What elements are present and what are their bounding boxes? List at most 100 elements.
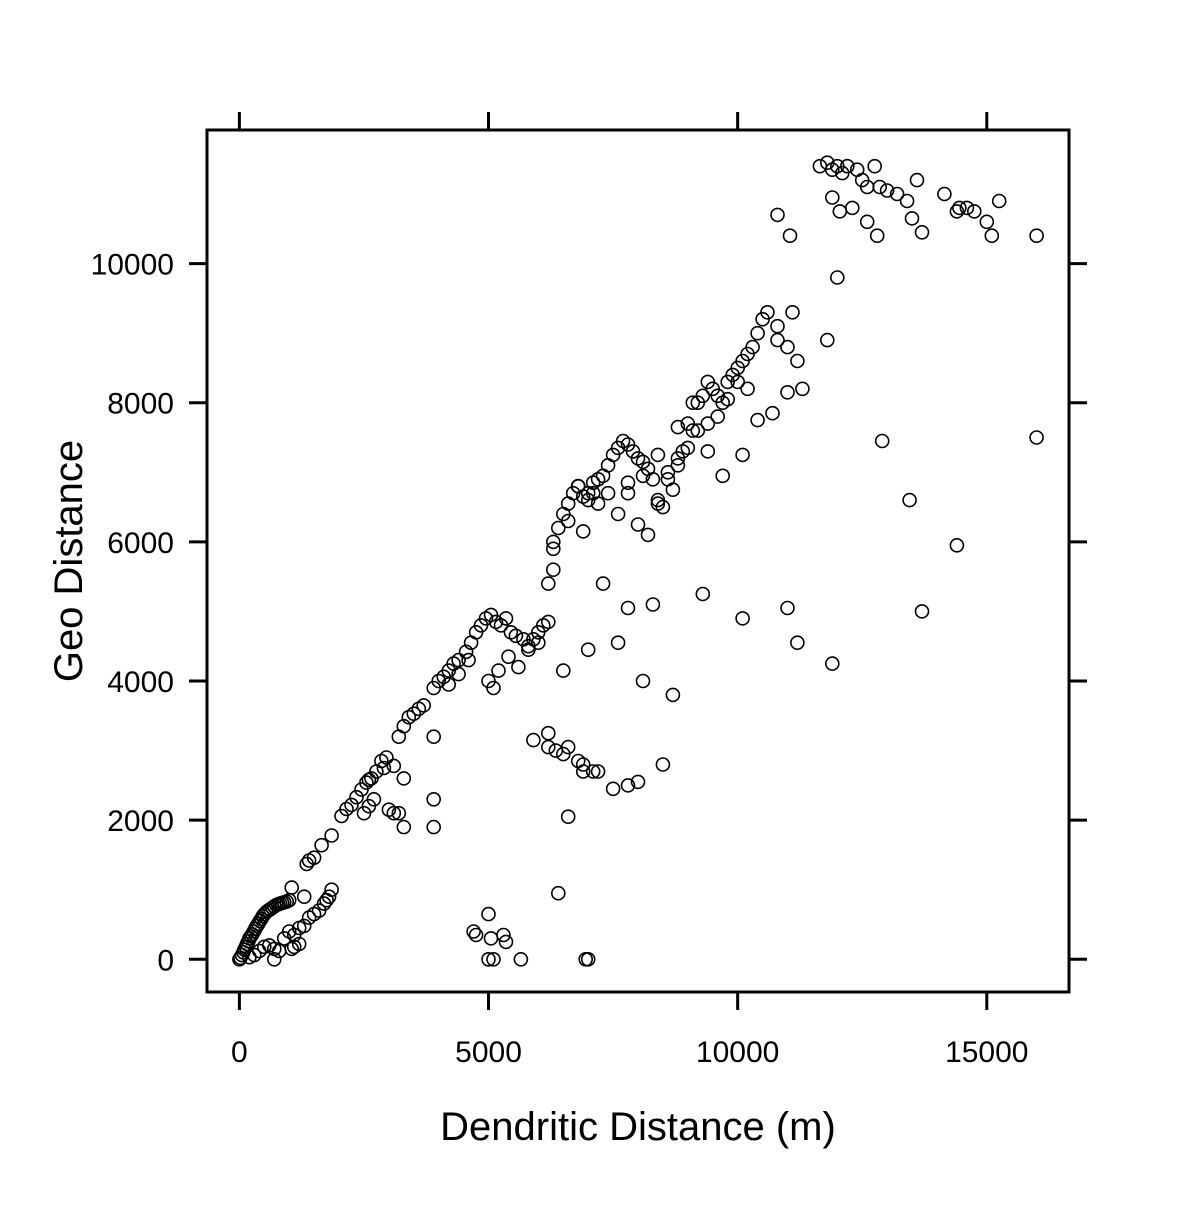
data-point bbox=[949, 204, 965, 219]
data-point bbox=[902, 492, 917, 508]
data-point bbox=[780, 339, 795, 355]
data-point bbox=[765, 405, 780, 421]
data-point bbox=[560, 513, 576, 529]
data-point bbox=[513, 951, 529, 967]
data-point bbox=[545, 541, 561, 557]
data-point bbox=[700, 444, 716, 459]
data-point bbox=[630, 774, 646, 790]
data-point bbox=[715, 468, 731, 484]
data-point bbox=[874, 433, 890, 449]
data-point bbox=[396, 819, 412, 835]
data-point bbox=[396, 771, 412, 786]
data-point bbox=[483, 931, 499, 946]
data-point bbox=[650, 496, 666, 511]
data-point bbox=[291, 920, 307, 936]
data-point bbox=[780, 600, 795, 616]
data-point bbox=[735, 447, 750, 463]
data-point bbox=[580, 642, 596, 658]
data-point bbox=[790, 353, 805, 369]
data-point bbox=[824, 656, 840, 671]
data-point bbox=[685, 395, 701, 411]
data-point bbox=[680, 440, 696, 456]
data-point bbox=[560, 739, 576, 755]
data-point bbox=[645, 597, 661, 612]
data-point bbox=[914, 604, 930, 619]
y-tick-label: 6000 bbox=[107, 527, 174, 560]
data-point bbox=[695, 388, 711, 404]
data-point bbox=[600, 485, 616, 501]
y-tick-label: 2000 bbox=[107, 805, 174, 838]
data-point bbox=[839, 158, 855, 174]
data-point bbox=[560, 809, 576, 825]
x-tick-label: 0 bbox=[231, 1036, 248, 1069]
data-point bbox=[869, 228, 885, 243]
data-point bbox=[486, 680, 501, 696]
data-point bbox=[521, 642, 536, 658]
data-point bbox=[386, 805, 402, 821]
data-point bbox=[655, 757, 671, 772]
data-point bbox=[665, 482, 681, 498]
data-point bbox=[1029, 430, 1044, 445]
data-point bbox=[540, 739, 556, 755]
data-point bbox=[812, 158, 828, 174]
data-point bbox=[496, 927, 511, 943]
data-point bbox=[540, 725, 556, 741]
data-point bbox=[650, 447, 666, 463]
data-point bbox=[461, 652, 476, 668]
data-point bbox=[829, 270, 845, 285]
data-point bbox=[630, 517, 646, 532]
data-point bbox=[545, 534, 561, 550]
data-point bbox=[575, 757, 591, 772]
x-axis-title: Dendritic Distance (m) bbox=[440, 1105, 836, 1149]
data-point bbox=[937, 186, 952, 202]
data-point bbox=[959, 200, 975, 216]
data-point bbox=[416, 698, 432, 713]
data-point bbox=[361, 772, 377, 788]
data-point bbox=[740, 381, 755, 397]
data-point bbox=[782, 228, 798, 243]
data-point bbox=[321, 889, 337, 905]
data-point bbox=[344, 797, 359, 813]
data-point bbox=[590, 764, 606, 779]
data-point bbox=[379, 750, 394, 765]
data-point bbox=[324, 828, 339, 843]
data-point bbox=[690, 423, 706, 438]
data-point bbox=[795, 381, 810, 397]
data-point bbox=[498, 934, 514, 950]
data-point bbox=[780, 384, 795, 400]
data-point bbox=[952, 200, 967, 216]
y-tick-label: 4000 bbox=[107, 666, 174, 699]
data-point bbox=[770, 332, 785, 348]
y-tick-label: 8000 bbox=[107, 388, 174, 421]
data-point bbox=[511, 659, 526, 675]
data-point bbox=[376, 760, 392, 776]
data-point bbox=[324, 882, 339, 898]
data-point bbox=[819, 332, 835, 348]
data-point bbox=[458, 644, 474, 660]
data-point bbox=[670, 419, 686, 435]
data-point bbox=[770, 318, 785, 334]
data-point bbox=[486, 951, 501, 967]
data-point bbox=[359, 775, 374, 790]
data-point bbox=[991, 193, 1007, 209]
data-point bbox=[904, 211, 920, 226]
data-point bbox=[620, 485, 636, 501]
data-point bbox=[441, 677, 457, 692]
data-point bbox=[266, 951, 282, 967]
data-point bbox=[468, 927, 484, 943]
data-point bbox=[760, 304, 775, 320]
data-point bbox=[550, 520, 566, 536]
data-point bbox=[720, 391, 736, 407]
data-point bbox=[431, 673, 447, 689]
data-point bbox=[540, 576, 556, 591]
data-point bbox=[710, 409, 726, 424]
data-point bbox=[585, 764, 601, 779]
data-point bbox=[635, 468, 651, 484]
data-point bbox=[575, 524, 591, 539]
data-point bbox=[314, 837, 329, 853]
data-point bbox=[595, 576, 611, 591]
data-point bbox=[247, 947, 262, 963]
data-point bbox=[770, 207, 785, 223]
data-point bbox=[979, 214, 995, 230]
